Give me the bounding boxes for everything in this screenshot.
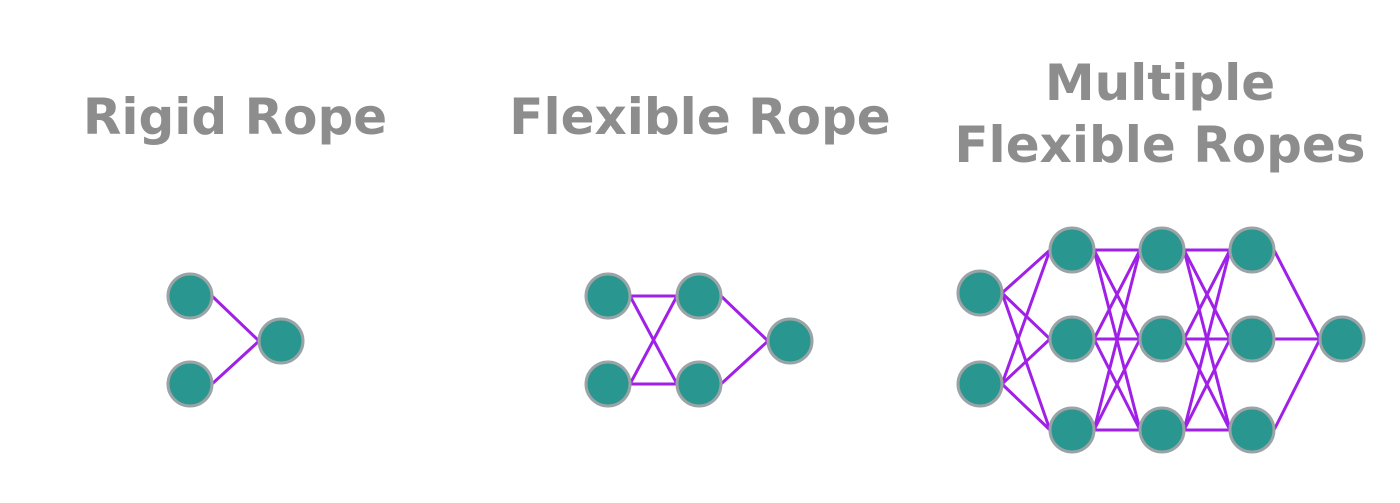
rope-node	[1138, 226, 1186, 274]
rope-node	[675, 272, 723, 320]
rope-edge	[1182, 249, 1232, 431]
rope-edge	[1182, 249, 1232, 340]
multiple-flexible-ropes-edges	[1000, 248, 1322, 432]
multiple-flexible-ropes-diagram	[956, 226, 1366, 454]
rope-edge	[628, 295, 679, 385]
multiple-flexible-ropes-title-line-1: Multiple	[1044, 54, 1276, 112]
flexible-rope-edges	[628, 294, 770, 386]
rope-edge	[1000, 249, 1052, 385]
rope-node	[166, 272, 214, 320]
rope-edge	[1272, 249, 1322, 340]
flexible-rope-title-line-1: Flexible Rope	[509, 88, 891, 146]
rope-node	[584, 360, 632, 408]
rope-node	[1138, 406, 1186, 454]
rope-node	[766, 317, 814, 365]
rope-edge	[1092, 249, 1142, 431]
multiple-flexible-ropes-title: Multiple Flexible Ropes	[930, 52, 1390, 176]
flexible-rope-nodes	[584, 272, 814, 408]
rigid-rope-title: Rigid Rope	[40, 86, 430, 148]
flexible-rope-diagram	[584, 272, 814, 408]
rope-edge	[1182, 338, 1232, 431]
rope-edge	[210, 294, 261, 343]
rigid-rope-title-line-1: Rigid Rope	[82, 88, 388, 146]
rope-edge	[1000, 248, 1052, 295]
rope-edge	[719, 294, 770, 343]
rope-edge	[719, 339, 770, 386]
rope-node	[956, 360, 1004, 408]
rope-edge	[1000, 382, 1052, 432]
multiple-flexible-ropes-nodes	[956, 226, 1366, 454]
rope-node	[1318, 315, 1366, 363]
rope-edge	[1272, 338, 1322, 431]
rope-node	[675, 360, 723, 408]
rope-node	[1048, 315, 1096, 363]
rope-node	[956, 269, 1004, 317]
rope-node	[1228, 226, 1276, 274]
rigid-rope-diagram	[166, 272, 305, 408]
rope-node	[584, 272, 632, 320]
multiple-flexible-ropes-title-line-2: Flexible Ropes	[954, 116, 1366, 174]
rope-node	[166, 360, 214, 408]
rope-node	[1228, 315, 1276, 363]
flexible-rope-title: Flexible Rope	[460, 86, 940, 148]
rope-node	[1048, 226, 1096, 274]
rope-node	[1228, 406, 1276, 454]
rope-edge	[1092, 338, 1142, 431]
rope-node	[1048, 406, 1096, 454]
rope-node	[257, 317, 305, 365]
rope-edge	[1000, 337, 1052, 386]
rope-edge	[1092, 249, 1142, 340]
rope-edge	[210, 339, 261, 386]
rigid-rope-edges	[210, 294, 261, 386]
rigid-rope-nodes	[166, 272, 305, 408]
rope-node	[1138, 315, 1186, 363]
